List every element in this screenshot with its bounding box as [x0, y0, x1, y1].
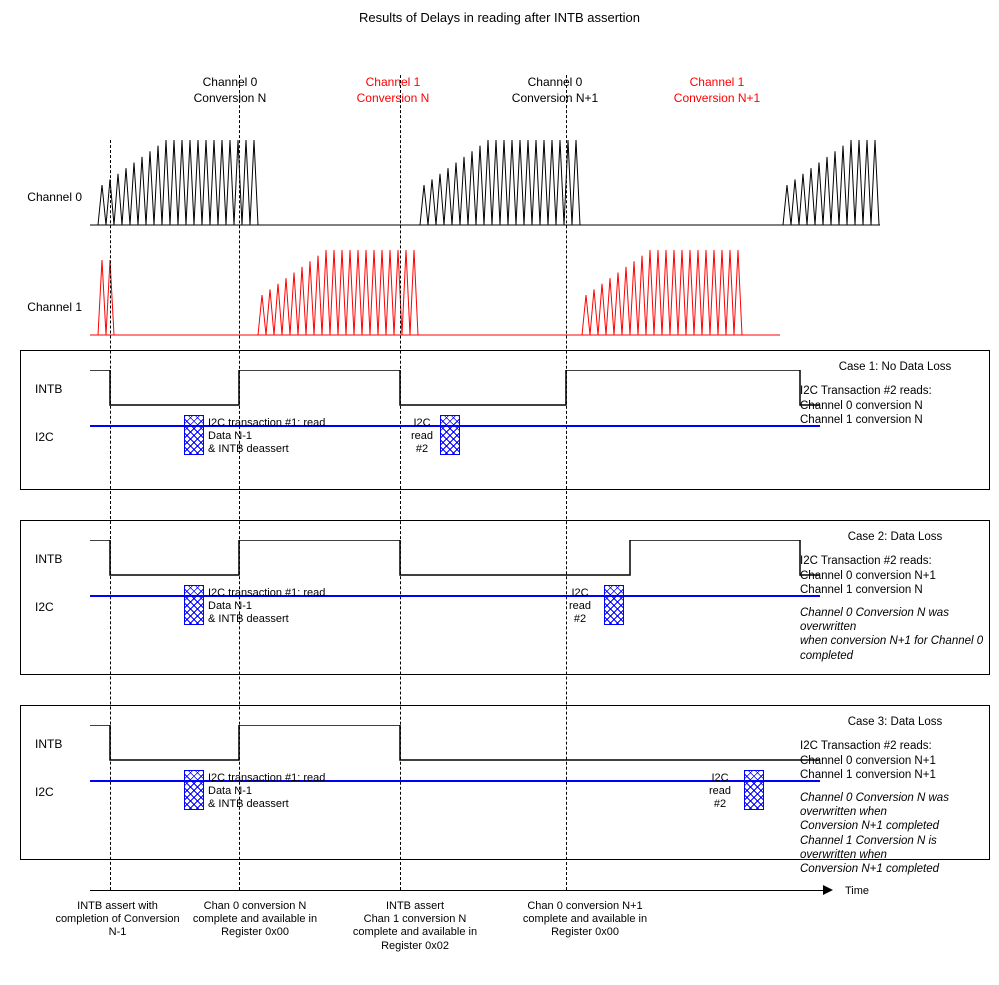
i2c-box-text-1-1: I2C read#2: [402, 417, 442, 457]
bottom-annotation-2: INTB assertChan 1 conversion Ncomplete a…: [340, 900, 490, 953]
i2c-box-text-2-0: I2C transaction #1: readData N-1& INTB d…: [208, 587, 368, 627]
i2c-box-2-1: [604, 585, 624, 625]
case-text-1: Case 1: No Data LossI2C Transaction #2 r…: [800, 360, 990, 428]
time-axis: [90, 890, 825, 891]
i2c-box-1-1: [440, 415, 460, 455]
time-arrowhead-icon: [823, 885, 833, 895]
bottom-annotation-3: Chan 0 conversion N+1complete and availa…: [510, 900, 660, 940]
i2c-label-2: I2C: [35, 600, 54, 614]
i2c-box-text-3-0: I2C transaction #1: readData N-1& INTB d…: [208, 772, 368, 812]
bottom-annotation-1: Chan 0 conversion Ncomplete and availabl…: [180, 900, 330, 940]
i2c-label-3: I2C: [35, 785, 54, 799]
timing-diagram: Channel 0Conversion NChannel 1Conversion…: [10, 35, 990, 975]
i2c-box-text-2-1: I2C read#2: [560, 587, 600, 627]
i2c-box-1-0: [184, 415, 204, 455]
case-text-3: Case 3: Data LossI2C Transaction #2 read…: [800, 715, 990, 877]
i2c-label-1: I2C: [35, 430, 54, 444]
i2c-box-3-1: [744, 770, 764, 810]
time-label: Time: [845, 885, 869, 898]
bottom-annotation-0: INTB assert withcompletion of Conversion…: [50, 900, 185, 940]
i2c-box-text-3-1: I2C read#2: [700, 772, 740, 812]
i2c-box-2-0: [184, 585, 204, 625]
i2c-box-text-1-0: I2C transaction #1: readData N-1& INTB d…: [208, 417, 368, 457]
main-title: Results of Delays in reading after INTB …: [10, 10, 989, 25]
channel1-waveform: [10, 35, 990, 345]
case-text-2: Case 2: Data LossI2C Transaction #2 read…: [800, 530, 990, 663]
i2c-box-3-0: [184, 770, 204, 810]
